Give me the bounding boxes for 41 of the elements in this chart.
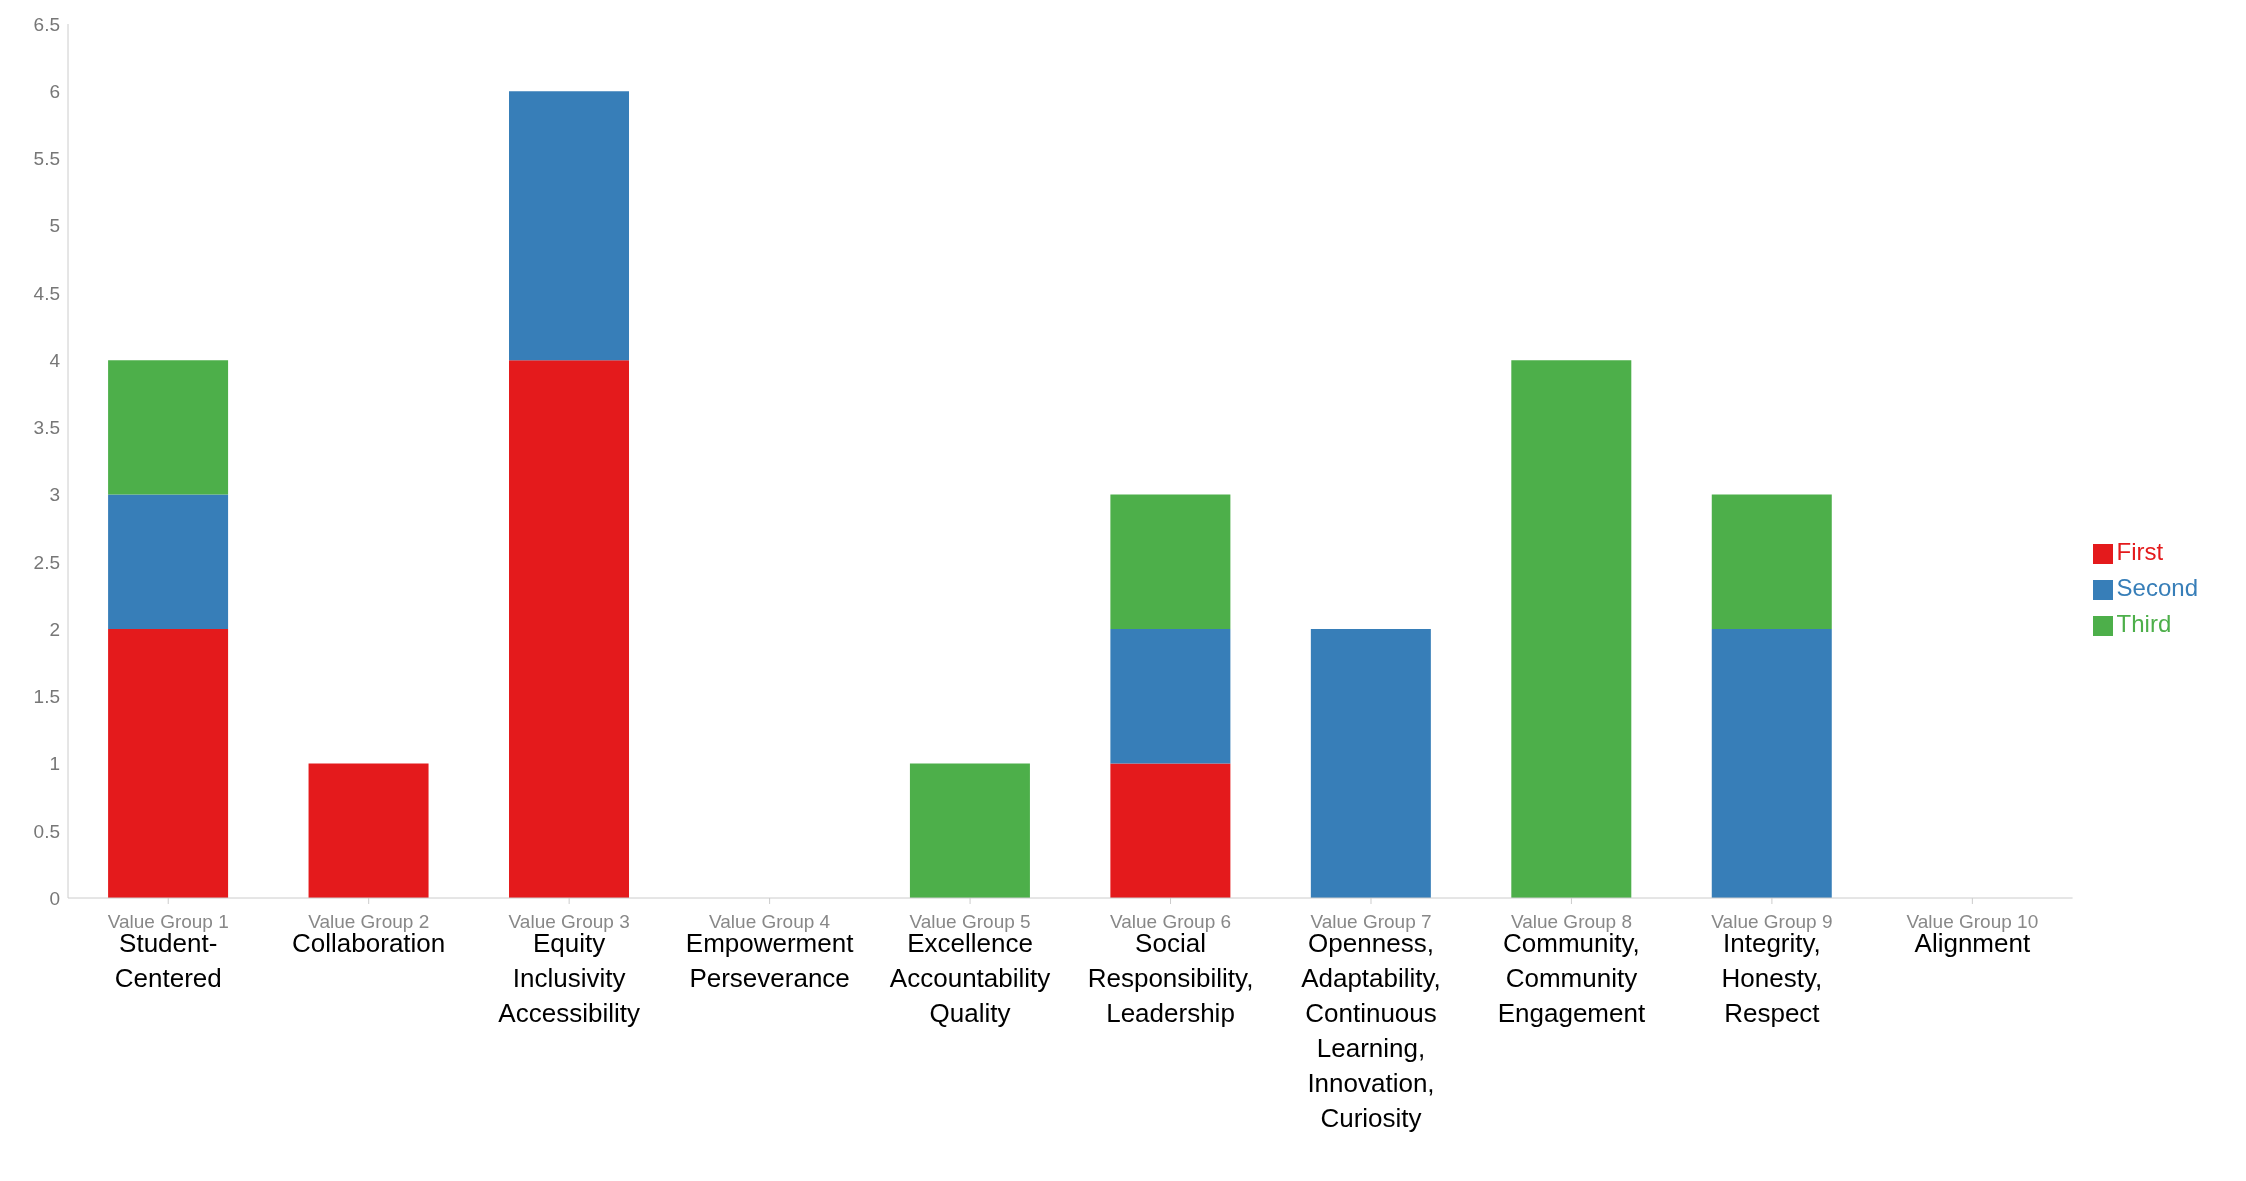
x-tick-label: Value Group 5 Excellence Accountability Quality (889, 911, 1051, 1028)
bar (1110, 629, 1231, 764)
bar (108, 629, 229, 898)
y-tick-label: 3.5 (33, 417, 60, 439)
bar (509, 91, 630, 361)
bar (1110, 763, 1231, 898)
legend-label: Third (2116, 610, 2172, 637)
bar (509, 360, 630, 898)
y-tick-label: 2.5 (33, 551, 60, 573)
bar (1711, 494, 1832, 630)
x-tick-label: Value Group 1 Student- Centered (107, 911, 229, 993)
x-tick-label: Value Group 7 Openness, Adaptability, Continuous Learning, Innovation, Curiosity (1301, 911, 1441, 1133)
y-tick-label: 0 (49, 887, 60, 909)
legend-label: First (2116, 538, 2164, 565)
bar (108, 360, 229, 495)
bar (1511, 360, 1632, 898)
y-tick-label: 1 (49, 753, 60, 775)
x-tick-label: Value Group 10 Alignment (1906, 911, 2039, 958)
bar (1310, 629, 1431, 898)
bar (1110, 494, 1231, 630)
x-tick-label: Value Group 9 Integrity, Honesty, Respect (1711, 911, 1833, 1028)
y-tick-label: 6 (49, 80, 60, 102)
x-tick-label: Value Group 6 Social Responsibility, Leadership (1087, 911, 1254, 1028)
x-tick-label: Value Group 4 Empowerment Perseverance (685, 911, 855, 993)
x-tick-label: Value Group 3 Equity Inclusivity Accessibility (498, 911, 640, 1028)
bar (108, 494, 229, 630)
x-tick-label: Value Group 8 Community, Community Engagement (1497, 911, 1646, 1028)
y-tick-label: 6.5 (33, 13, 60, 35)
y-tick-label: 5.5 (33, 148, 60, 170)
y-tick-label: 5 (49, 215, 60, 237)
y-tick-label: 0.5 (33, 820, 60, 842)
bar (1711, 629, 1832, 898)
y-tick-label: 4.5 (33, 282, 60, 304)
bar (308, 763, 429, 898)
x-tick-label: Value Group 2 Collaboration (292, 911, 446, 958)
y-tick-label: 4 (49, 349, 61, 371)
y-tick-label: 2 (49, 618, 60, 640)
legend-label: Second (2116, 574, 2198, 601)
y-tick-label: 3 (49, 484, 60, 506)
y-tick-label: 1.5 (33, 686, 60, 708)
bar (909, 763, 1030, 898)
